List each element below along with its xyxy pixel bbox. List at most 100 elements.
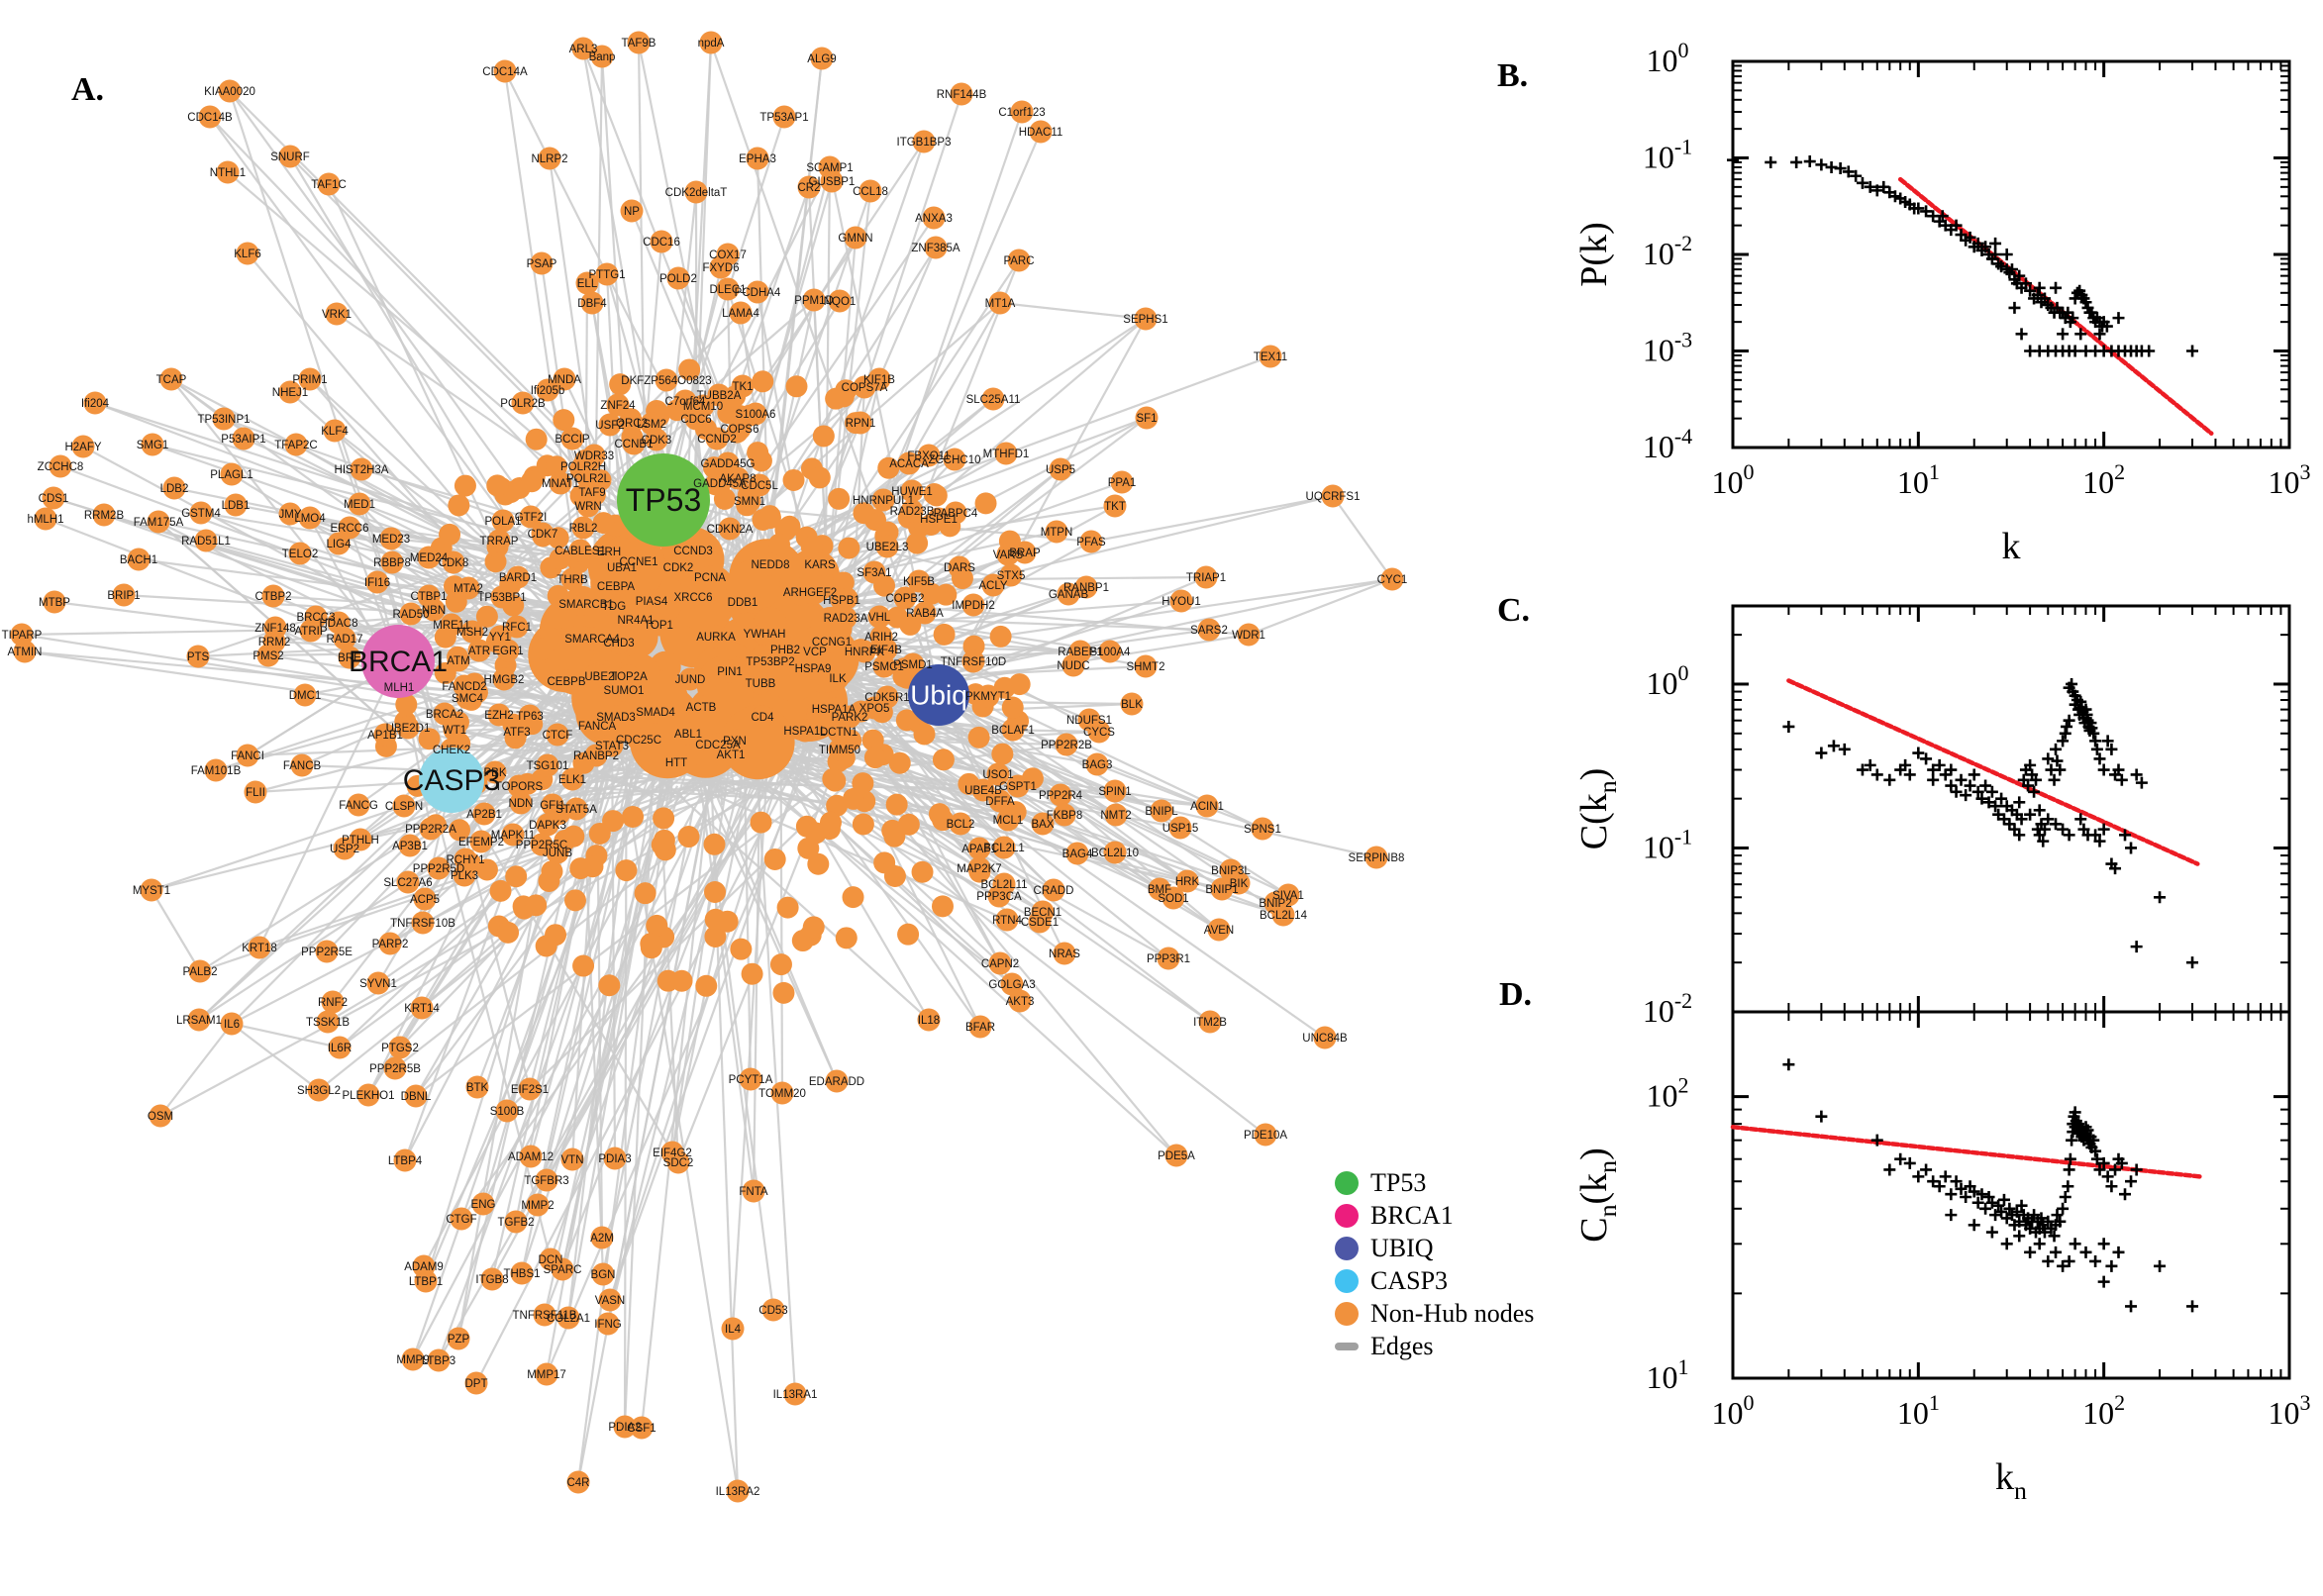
network-node — [928, 803, 951, 826]
network-node — [950, 82, 973, 106]
network-node-label: ADAM9 — [404, 1261, 444, 1273]
network-node-label: CDK5R1 — [864, 692, 909, 704]
network-node — [1008, 673, 1031, 696]
network-node-label: KARS — [804, 559, 836, 571]
data-point — [2067, 312, 2079, 325]
y-axis-title: Cn(kn) — [1573, 1147, 1622, 1243]
data-point — [1765, 155, 1777, 168]
network-node — [518, 704, 542, 728]
network-node — [417, 546, 441, 569]
data-point — [1870, 768, 1883, 781]
network-node — [316, 1010, 340, 1034]
network-node-label: BRE — [338, 652, 361, 664]
network-node-label: UBE2L3 — [866, 542, 909, 553]
network-node-label: ACIN1 — [1190, 801, 1224, 813]
network-node — [189, 501, 213, 525]
panel-a-letter: A. — [71, 71, 105, 108]
data-point — [2079, 1246, 2092, 1258]
panel-a-network: TP53 BRCA1 CASP3 Ubiq ARL3 Banp TAF9B npdA ALG9 C… — [2, 31, 1407, 1503]
data-point — [2093, 752, 2106, 765]
network-node-label: PPP3R1 — [1147, 953, 1190, 965]
network-node-label: Ifi204 — [81, 398, 110, 410]
network-node — [535, 1168, 558, 1192]
network-node-label: IL13RA1 — [773, 1389, 818, 1401]
data-point — [2125, 1300, 2138, 1313]
data-point — [1979, 779, 1992, 792]
network-node-label: ZCCHC10 — [928, 454, 980, 466]
network-node — [560, 1147, 584, 1171]
network-node-label: LIG4 — [327, 539, 353, 550]
network-node — [1164, 1144, 1188, 1167]
network-node-label: RTN4 — [992, 915, 1022, 927]
tick-label: 100 — [1712, 1390, 1755, 1431]
network-node-label: ARL3 — [569, 44, 598, 55]
data-point — [1903, 1156, 1916, 1169]
network-node — [624, 608, 648, 632]
data-point — [2069, 345, 2081, 357]
network-node-label: RBL2 — [569, 523, 598, 535]
network-node — [13, 640, 37, 663]
network-edge — [481, 748, 615, 1205]
network-node — [378, 932, 402, 955]
data-point — [1912, 202, 1925, 215]
data-point — [2085, 722, 2098, 735]
network-node — [1150, 799, 1173, 823]
panel-c-letter: C. — [1497, 592, 1531, 629]
network-node-label: MYST1 — [133, 885, 170, 897]
network-node-label: PLAGL1 — [210, 469, 252, 481]
network-edge — [816, 597, 1250, 637]
network-node-label: TAF9B — [622, 38, 656, 50]
hub-ubiq — [908, 664, 969, 726]
data-point — [2033, 1238, 2046, 1250]
network-node — [627, 31, 651, 54]
data-point — [2019, 277, 2032, 290]
network-node-label: TEX11 — [1254, 351, 1287, 363]
network-node — [396, 870, 420, 894]
brca1-legend-dot-icon — [1335, 1203, 1359, 1228]
network-edge — [367, 697, 606, 1096]
legend-label: UBIQ — [1370, 1233, 1434, 1262]
network-node — [533, 1303, 556, 1327]
network-edge — [1090, 494, 1334, 544]
network-node — [551, 1257, 574, 1281]
network-node — [43, 590, 66, 614]
network-node — [1251, 817, 1274, 841]
network-node — [749, 671, 772, 695]
network-node — [602, 594, 626, 618]
network-node — [800, 536, 823, 558]
plots-column: 100 101 102 103 100 10-1 10-2 10-3 10-4 k P(k) 100 1… — [1446, 0, 2323, 1596]
network-node-label: ERCC6 — [331, 523, 369, 535]
data-point — [2101, 735, 2114, 748]
network-node-label: PPP2R5E — [301, 947, 353, 958]
data-point — [2186, 1300, 2199, 1313]
network-edge — [817, 725, 1177, 1156]
network-node-label: SMARCB1 — [558, 599, 614, 611]
network-node — [897, 813, 920, 836]
network-node-label: MSH2 — [456, 627, 488, 639]
network-node — [284, 433, 308, 456]
network-node-label: LMO4 — [294, 513, 326, 525]
network-node — [689, 695, 713, 719]
network-node — [897, 923, 920, 946]
data-point — [2097, 823, 2110, 836]
data-point — [1995, 792, 2008, 805]
data-point — [2115, 773, 2128, 786]
network-node — [497, 921, 520, 944]
network-node — [572, 954, 595, 977]
network-node-label: LDB2 — [160, 483, 189, 495]
network-node — [924, 236, 948, 259]
network-node — [906, 532, 929, 554]
network-node — [650, 230, 673, 253]
plot-C: 100 10-1 10-2 C(kn) — [1573, 604, 2291, 1029]
x-axis-title: kn — [1995, 1456, 2027, 1505]
network-node — [338, 646, 361, 669]
network-node — [404, 1084, 428, 1108]
network-node — [681, 585, 705, 609]
data-point — [2015, 1199, 2028, 1212]
network-node — [615, 859, 638, 882]
network-node-label: PCNA — [694, 572, 726, 584]
network-node — [726, 1479, 750, 1503]
network-node — [746, 280, 769, 304]
network-node — [838, 537, 860, 559]
network-node — [1042, 878, 1065, 902]
